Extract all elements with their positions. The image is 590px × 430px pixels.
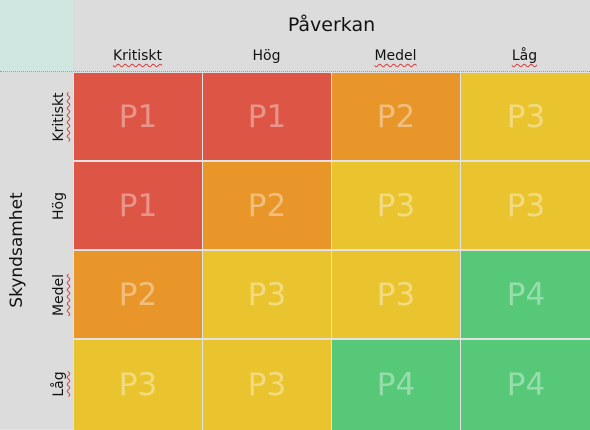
column-label-text: Låg	[511, 48, 538, 64]
priority-matrix: P1 P1 P2 P3 P1 P2 P3 P3 P2 P3 P3 P4 P3 P3 P4 P4	[73, 72, 590, 430]
row-label-text: Hög	[51, 192, 67, 220]
matrix-cell-r4-c1: P3	[74, 340, 202, 430]
row-label-text: Medel	[51, 273, 67, 317]
matrix-cell-r2-c1: P1	[74, 162, 202, 249]
matrix-cell-r1-c3: P2	[332, 73, 460, 160]
matrix-cell-r2-c3: P3	[332, 162, 460, 249]
matrix-cell-r3-c3: P3	[332, 251, 460, 338]
matrix-cell-r4-c3: P4	[332, 340, 460, 430]
column-label-lag: Låg	[460, 48, 589, 64]
matrix-cell-r1-c4: P3	[461, 73, 590, 160]
column-label-kritiskt: Kritiskt	[73, 48, 202, 64]
matrix-cell-r4-c2: P3	[203, 340, 331, 430]
matrix-cell-r4-c4: P4	[461, 340, 590, 430]
header-divider	[0, 71, 590, 72]
column-label-text: Medel	[374, 48, 417, 64]
column-label-hog: Hög	[202, 48, 331, 64]
matrix-cell-r2-c2: P2	[203, 162, 331, 249]
row-label-text: Låg	[51, 371, 67, 397]
matrix-cell-r2-c4: P3	[461, 162, 590, 249]
matrix-cell-r3-c2: P3	[203, 251, 331, 338]
matrix-cell-r1-c1: P1	[74, 73, 202, 160]
matrix-cell-r1-c2: P1	[203, 73, 331, 160]
corner-cell	[0, 0, 73, 72]
row-header-area	[0, 72, 73, 429]
y-axis-title: Skyndsamhet	[7, 192, 27, 308]
matrix-cell-r3-c4: P4	[461, 251, 590, 338]
matrix-cell-r3-c1: P2	[74, 251, 202, 338]
column-label-medel: Medel	[331, 48, 460, 64]
column-label-text: Hög	[252, 48, 281, 64]
column-header-area	[73, 0, 590, 72]
column-label-text: Kritiskt	[112, 48, 163, 64]
x-axis-title: Påverkan	[287, 14, 376, 36]
row-label-text: Kritiskt	[51, 92, 67, 142]
